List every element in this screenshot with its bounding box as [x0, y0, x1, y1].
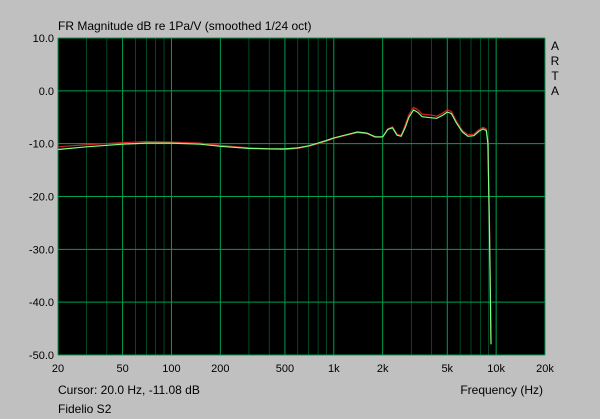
x-tick-label: 20k — [536, 363, 554, 375]
x-tick-label: 5k — [441, 363, 453, 375]
grid-lines — [57, 37, 546, 356]
x-axis-label: Frequency (Hz) — [460, 383, 543, 397]
chart-title: FR Magnitude dB re 1Pa/V (smoothed 1/24 … — [58, 19, 312, 33]
x-axis-tick-labels: 20 50 100 200 500 1k 2k 5k 10k 20k — [52, 363, 554, 375]
series-lines — [57, 106, 492, 345]
y-axis-tick-labels: 10.0 0.0 -10.0 -20.0 -30.0 -40.0 -50.0 — [29, 33, 54, 362]
x-tick-label: 20 — [52, 363, 64, 375]
arta-watermark: ARTA — [550, 39, 560, 98]
x-tick-label: 200 — [211, 363, 229, 375]
x-tick-label: 10k — [487, 363, 505, 375]
x-tick-label: 50 — [116, 363, 128, 375]
y-tick-label: -10.0 — [29, 139, 54, 151]
cursor-readout: Cursor: 20.0 Hz, -11.08 dB — [58, 383, 200, 397]
y-tick-label: -50.0 — [29, 350, 54, 362]
series-line-2 — [57, 109, 492, 345]
x-tick-label: 2k — [377, 363, 389, 375]
x-tick-label: 100 — [162, 363, 180, 375]
device-name: Fidelio S2 — [58, 402, 112, 416]
y-tick-label: -20.0 — [29, 192, 54, 204]
x-tick-label: 500 — [276, 363, 294, 375]
x-tick-label: 1k — [328, 363, 340, 375]
y-tick-label: 10.0 — [33, 33, 54, 45]
y-tick-label: -30.0 — [29, 244, 54, 256]
y-tick-label: -40.0 — [29, 297, 54, 309]
y-tick-label: 0.0 — [39, 86, 54, 98]
